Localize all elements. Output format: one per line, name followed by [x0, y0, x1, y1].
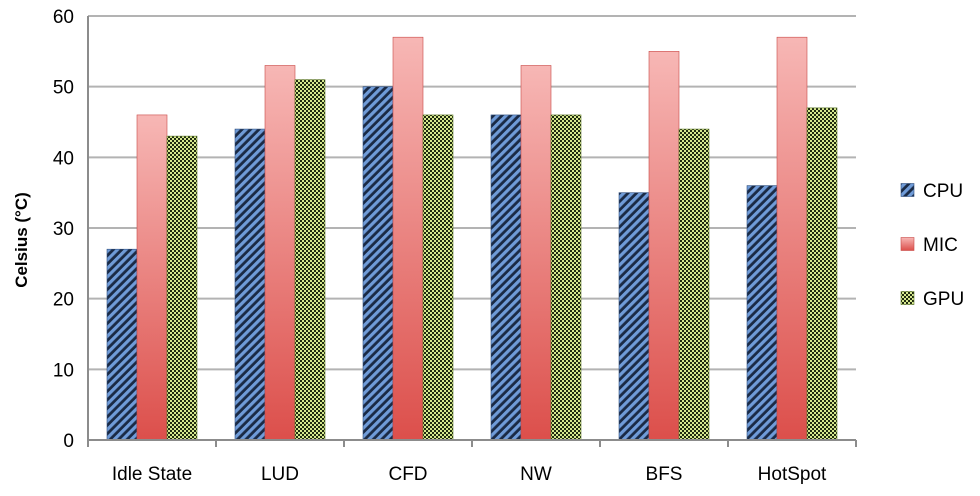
- y-tick-label: 10: [53, 360, 74, 381]
- bar-gpu-lud: [294, 79, 326, 441]
- bar-cpu-bfs: [618, 192, 650, 441]
- bar-cpu-cfd: [362, 86, 394, 441]
- bar-mic-idle-state: [136, 114, 168, 441]
- y-axis-title: Celsius (°C): [12, 192, 31, 288]
- legend: CPU MIC GPU: [900, 181, 964, 310]
- legend-label-gpu: GPU: [923, 289, 964, 310]
- bar-gpu-idle-state: [166, 135, 198, 441]
- bar-mic-cfd: [392, 36, 424, 441]
- y-tick-label: 20: [53, 290, 74, 311]
- y-tick-label: 50: [53, 78, 74, 99]
- bar-cpu-hotspot: [746, 185, 778, 441]
- legend-label-cpu: CPU: [923, 181, 963, 202]
- legend-swatch-cpu: [900, 183, 915, 197]
- bar-gpu-cfd: [422, 114, 454, 441]
- bar-cpu-idle-state: [106, 248, 138, 441]
- x-category-label: BFS: [646, 464, 683, 485]
- bar-gpu-bfs: [678, 128, 710, 441]
- x-category-label: HotSpot: [758, 464, 827, 485]
- bars: [106, 36, 838, 441]
- bar-mic-hotspot: [776, 36, 808, 441]
- bar-mic-bfs: [648, 51, 680, 441]
- y-tick-label: 0: [63, 431, 74, 452]
- x-category-label: Idle State: [112, 464, 192, 485]
- y-axis-ticks: 0 10 20 30 40 50 60: [53, 7, 74, 452]
- legend-swatch-mic: [900, 237, 915, 251]
- x-axis-labels: Idle State LUD CFD NW BFS HotSpot: [112, 464, 827, 485]
- y-tick-label: 40: [53, 148, 74, 169]
- axes: [87, 16, 857, 447]
- x-category-label: NW: [520, 464, 552, 485]
- bar-mic-lud: [264, 65, 296, 441]
- x-category-label: LUD: [261, 464, 299, 485]
- bar-cpu-nw: [490, 114, 522, 441]
- legend-label-mic: MIC: [923, 235, 958, 256]
- bar-gpu-hotspot: [806, 107, 838, 441]
- x-category-label: CFD: [388, 464, 427, 485]
- bar-gpu-nw: [550, 114, 582, 441]
- bar-cpu-lud: [234, 128, 266, 441]
- legend-swatch-gpu: [900, 291, 915, 305]
- y-tick-label: 30: [53, 219, 74, 240]
- y-tick-label: 60: [53, 7, 74, 28]
- gridlines: [88, 15, 856, 371]
- bar-mic-nw: [520, 65, 552, 441]
